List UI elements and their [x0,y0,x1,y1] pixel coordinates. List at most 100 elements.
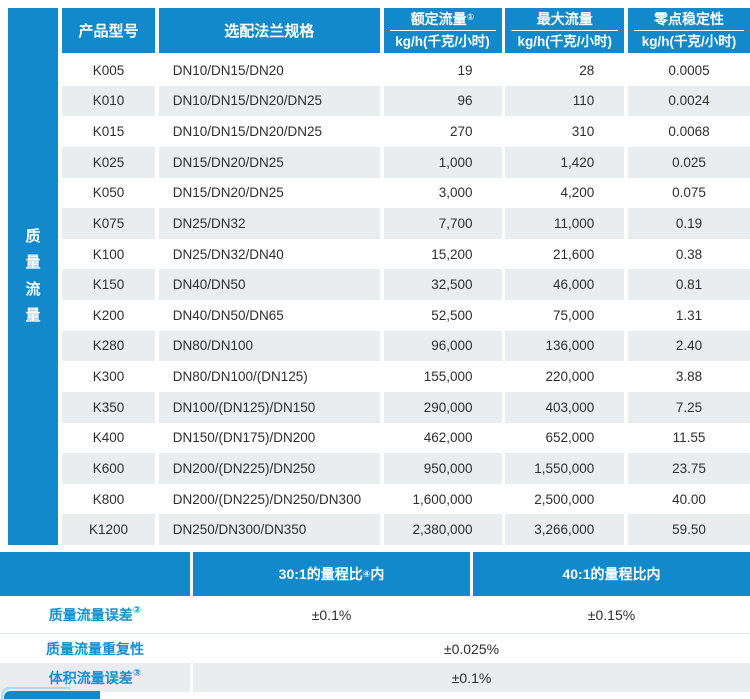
cell-zero-stability: 23.75 [628,453,750,484]
header-max-flow: 最大流量 kg/h(千克/小时) [505,8,625,53]
cell-flange-spec: DN40/DN50 [158,269,380,300]
cell-rated-flow: 270 [383,116,502,147]
cell-zero-stability: 2.40 [628,330,750,362]
accuracy-header-row: 30:1的量程比 ④ 内 40:1的量程比内 [0,552,750,596]
cell-zero-stability: 1.31 [628,300,750,331]
cell-flange-spec: DN200/(DN225)/DN250/DN300 [158,483,380,515]
table-row: K150 DN40/DN50 32,500 46,000 0.81 [62,269,750,300]
cell-max-flow: 3,266,000 [505,514,625,545]
cell-product-model: K075 [62,208,155,239]
turndown-30-suffix: 内 [370,566,385,582]
table-row: K025 DN15/DN20/DN25 1,000 1,420 0.025 [62,146,750,178]
cell-rated-flow: 19 [383,55,502,86]
footnote-1-marker: ① [466,12,475,23]
spec-table-body: K005 DN10/DN15/DN20 19 28 0.0005 K010 DN… [62,55,750,545]
repeatability-label: 质量流量重复性 [46,640,144,657]
table-row: K010 DN10/DN15/DN20/DN25 96 110 0.0024 [62,85,750,117]
header-rated-flow-title: 额定流量 [410,11,467,28]
cell-max-flow: 21,600 [505,238,625,270]
cell-max-flow: 75,000 [505,300,625,331]
cell-rated-flow: 155,000 [383,361,502,392]
cell-product-model: K025 [62,146,155,178]
cell-flange-spec: DN200/(DN225)/DN250 [158,453,380,484]
cell-max-flow: 2,500,000 [505,483,625,515]
volume-flow-error-value: ±0.1% [193,663,750,692]
cell-zero-stability: 0.19 [628,208,750,239]
header-max-flow-unit: kg/h(千克/小时) [517,34,613,50]
cell-zero-stability: 0.38 [628,238,750,270]
table-row: K075 DN25/DN32 7,700 11,000 0.19 [62,208,750,239]
cell-flange-spec: DN80/DN100/(DN125) [158,361,380,392]
table-row: K015 DN10/DN15/DN20/DN25 270 310 0.0068 [62,116,750,147]
cell-rated-flow: 96,000 [383,330,502,362]
header-zero-stability-title: 零点稳定性 [634,12,744,32]
table-row: K005 DN10/DN15/DN20 19 28 0.0005 [62,55,750,86]
table-row: K300 DN80/DN100/(DN125) 155,000 220,000 … [62,361,750,392]
header-flange-spec: 选配法兰规格 [158,8,380,53]
cell-zero-stability: 0.025 [628,146,750,178]
cell-rated-flow: 3,000 [383,177,502,209]
cell-zero-stability: 0.0068 [628,116,750,147]
table-row: K100 DN25/DN32/DN40 15,200 21,600 0.38 [62,238,750,270]
cell-zero-stability: 0.0024 [628,85,750,117]
mass-flow-sidebar-label: 质量流量 [25,228,41,324]
table-row: K400 DN150/(DN175)/DN200 462,000 652,000… [62,422,750,454]
cell-product-model: K1200 [62,514,155,545]
cell-rated-flow: 462,000 [383,422,502,454]
cell-product-model: K100 [62,238,155,270]
cell-zero-stability: 0.81 [628,269,750,300]
cell-rated-flow: 1,600,000 [383,483,502,515]
bottom-left-outline-arc [1,687,71,699]
cell-rated-flow: 2,380,000 [383,514,502,545]
cell-product-model: K280 [62,330,155,362]
spec-table-header-row: 产品型号 选配法兰规格 额定流量① kg/h(千克/小时) 最大流量 kg/h(… [62,8,750,53]
cell-flange-spec: DN25/DN32/DN40 [158,238,380,270]
cell-product-model: K005 [62,55,155,86]
table-row: K350 DN100/(DN125)/DN150 290,000 403,000… [62,391,750,423]
cell-rated-flow: 52,500 [383,300,502,331]
table-row: K200 DN40/DN50/DN65 52,500 75,000 1.31 [62,300,750,331]
spec-table: 产品型号 选配法兰规格 额定流量① kg/h(千克/小时) 最大流量 kg/h(… [62,8,750,545]
mass-flow-sidebar: 质量流量 [8,8,58,545]
cell-max-flow: 136,000 [505,330,625,362]
cell-zero-stability: 11.55 [628,422,750,454]
cell-flange-spec: DN250/DN300/DN350 [158,514,380,545]
header-turndown-30: 30:1的量程比 ④ 内 [193,552,470,596]
cell-max-flow: 1,550,000 [505,453,625,484]
header-zero-stability-unit: kg/h(千克/小时) [641,34,737,50]
cell-max-flow: 11,000 [505,208,625,239]
cell-zero-stability: 7.25 [628,391,750,423]
cell-flange-spec: DN150/(DN175)/DN200 [158,422,380,454]
repeatability-row: 质量流量重复性 ±0.025% [0,633,750,663]
cell-max-flow: 652,000 [505,422,625,454]
bottom-left-blue-bar [4,691,100,699]
mass-flow-error-text: 质量流量误差 [48,606,133,623]
cell-flange-spec: DN10/DN15/DN20/DN25 [158,85,380,117]
cell-product-model: K800 [62,483,155,515]
header-turndown-40: 40:1的量程比内 [473,552,750,596]
cell-zero-stability: 40.00 [628,483,750,515]
cell-rated-flow: 7,700 [383,208,502,239]
cell-product-model: K600 [62,453,155,484]
cell-max-flow: 403,000 [505,391,625,423]
cell-max-flow: 310 [505,116,625,147]
cell-zero-stability: 0.0005 [628,55,750,86]
volume-flow-error-label: 体积流量误差 ③ [0,663,190,692]
cell-flange-spec: DN15/DN20/DN25 [158,177,380,209]
mass-flow-error-value-40: ±0.15% [587,606,636,623]
cell-max-flow: 1,420 [505,146,625,178]
header-zero-stability: 零点稳定性 kg/h(千克/小时) [628,8,750,53]
header-rated-flow: 额定流量① kg/h(千克/小时) [383,8,502,53]
cell-zero-stability: 3.88 [628,361,750,392]
cell-product-model: K350 [62,391,155,423]
cell-max-flow: 46,000 [505,269,625,300]
cell-flange-spec: DN100/(DN125)/DN150 [158,391,380,423]
cell-product-model: K050 [62,177,155,209]
cell-zero-stability: 59.50 [628,514,750,545]
cell-max-flow: 220,000 [505,361,625,392]
cell-rated-flow: 15,200 [383,238,502,270]
table-row: K1200 DN250/DN300/DN350 2,380,000 3,266,… [62,514,750,545]
cell-flange-spec: DN80/DN100 [158,330,380,362]
repeatability-value: ±0.025% [443,640,500,657]
mass-flow-error-row: 质量流量误差 ② ±0.1% ±0.15% [0,596,750,633]
